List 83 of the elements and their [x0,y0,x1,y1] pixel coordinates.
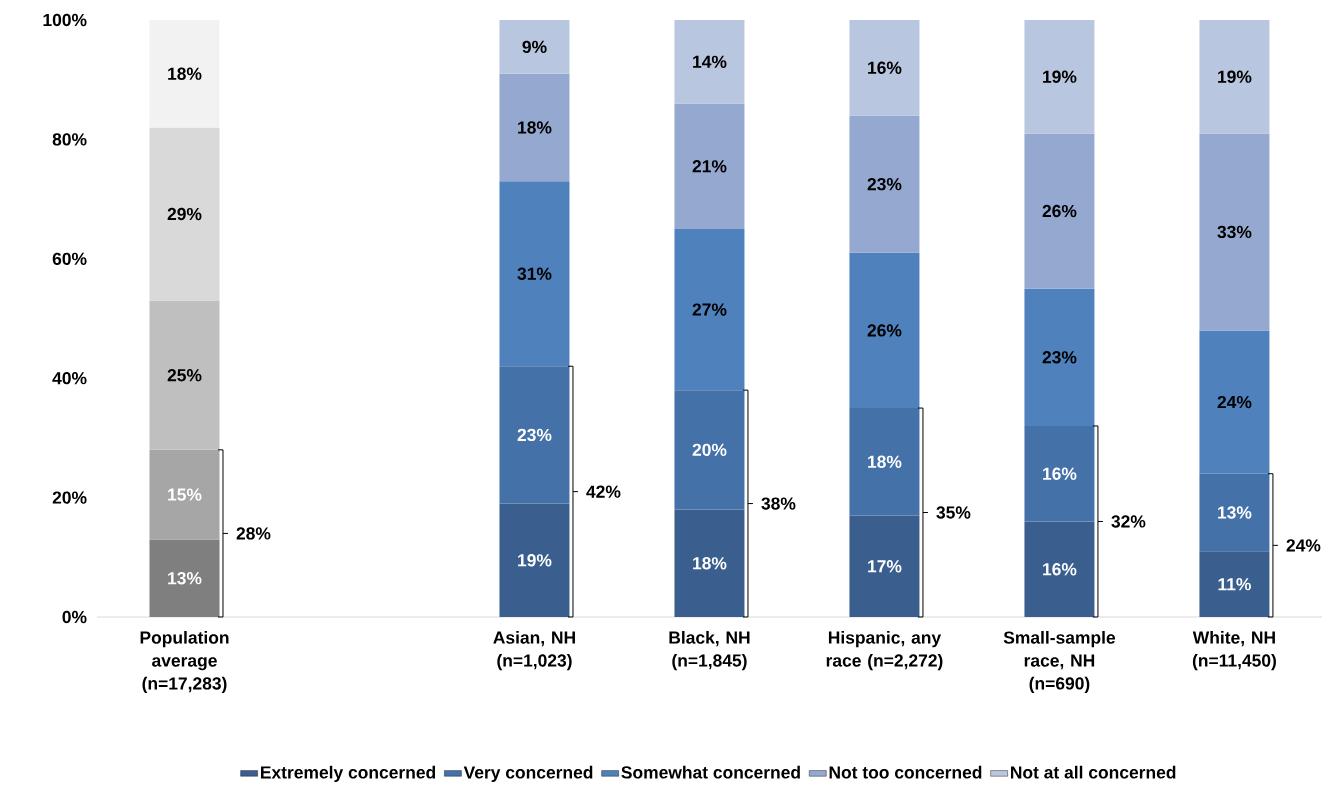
bar [149,300,220,450]
data-label: 18% [518,121,552,134]
x-tick-label: Asian, NH (n=1,023) [493,630,575,671]
y-tick-label: 0% [62,610,87,624]
annotation: 28% [236,527,271,540]
x-tick-label: Hispanic, any race (n=2,272) [826,630,943,671]
bar [499,181,570,367]
x-tick-label: Small-sample race, NH (n=690) [1003,630,1116,694]
data-label: 26% [1042,204,1077,218]
data-label: 15% [168,488,202,501]
data-label: 18% [168,67,202,80]
data-label: 14% [693,55,727,68]
data-label: 27% [692,303,727,316]
data-label: 13% [168,572,202,585]
annotation: 35% [936,506,971,519]
bar [674,390,745,510]
y-tick-label: 100% [43,13,87,27]
legend-label: Somewhat concerned [621,765,800,779]
data-label: 26% [867,324,902,337]
bar [149,539,220,617]
data-label: 16% [1043,467,1077,480]
data-label: 17% [868,560,902,573]
y-tick-label: 20% [52,491,87,504]
data-label: 13% [1218,506,1252,519]
bar [1199,330,1270,474]
bar [849,115,920,253]
bar [849,515,920,617]
y-tick-label: 40% [52,372,87,385]
data-label: 23% [1042,351,1077,364]
data-label: 9% [522,40,547,54]
bar [499,503,570,617]
bar [499,366,570,504]
data-label: 18% [693,557,727,570]
legend-label: Extremely concerned [261,765,436,783]
data-label: 19% [1043,70,1077,83]
data-label: 21% [692,160,727,173]
annotation: 42% [586,485,621,498]
annotation: 38% [761,497,796,510]
annotation: 24% [1286,539,1321,552]
data-label: 16% [1043,563,1077,576]
bar [674,19,745,104]
bar [1199,133,1270,331]
bar [499,73,570,182]
bar [1024,19,1095,134]
data-label: 16% [868,61,902,74]
x-tick-label: Population average (n=17,283) [140,630,229,694]
bar [1024,425,1095,522]
bar [149,19,220,128]
data-label: 11% [1218,578,1251,591]
bar [1199,473,1270,552]
y-tick-label: 80% [52,133,87,146]
bar [674,103,745,229]
bar [849,252,920,409]
x-tick-label: Black, NH (n=1,845) [669,630,750,671]
y-tick-label: 60% [52,252,87,265]
data-label: 25% [167,369,202,382]
x-tick-label: White, NH (n=11,450) [1192,630,1276,671]
bar [1024,133,1095,289]
bar [149,127,220,301]
bar [1199,19,1270,134]
bar [1199,551,1270,617]
data-label: 24% [1217,395,1252,409]
legend-label: Very concerned [463,765,593,783]
bar [1024,288,1095,426]
bar [1024,521,1095,617]
data-label: 19% [1218,70,1252,83]
data-label: 18% [868,455,902,468]
bar [849,408,920,516]
annotation: 32% [1111,515,1146,528]
bar [674,509,745,617]
data-label: 29% [167,207,202,221]
data-label: 33% [1217,225,1252,239]
bar [149,449,220,540]
data-label: 23% [517,428,552,442]
legend-label: Not too concerned [829,765,982,779]
data-label: 19% [518,554,552,567]
bar [499,19,570,74]
data-label: 23% [867,177,902,191]
bar [674,228,745,391]
bar [849,19,920,116]
data-label: 20% [692,443,727,457]
data-label: 31% [517,267,552,280]
legend-label: Not at all concerned [1011,765,1176,779]
